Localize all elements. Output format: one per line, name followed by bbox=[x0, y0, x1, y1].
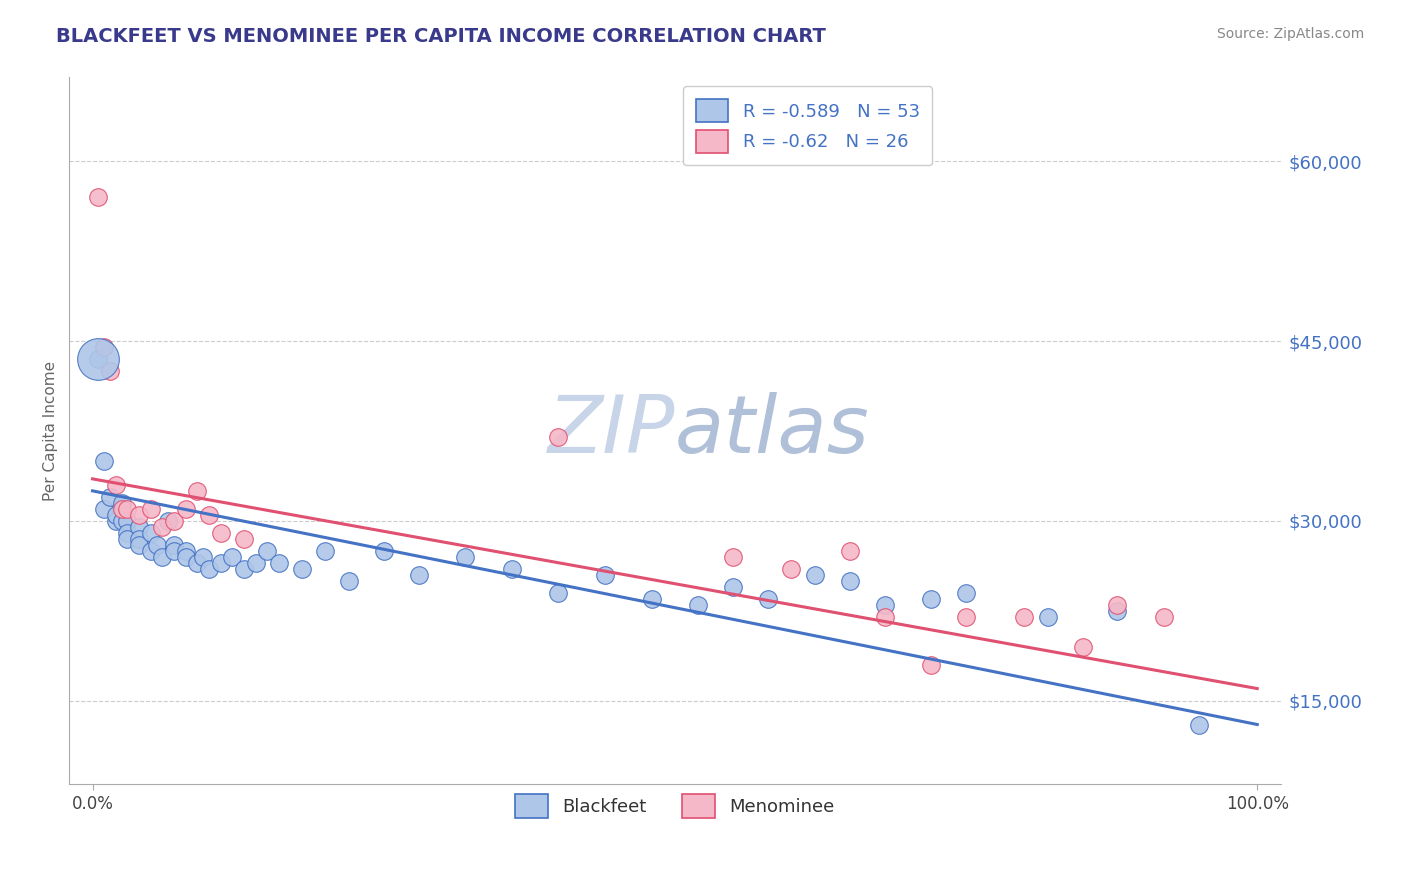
Text: Source: ZipAtlas.com: Source: ZipAtlas.com bbox=[1216, 27, 1364, 41]
Point bbox=[163, 543, 186, 558]
Point bbox=[157, 514, 180, 528]
Point bbox=[337, 574, 360, 588]
Point bbox=[198, 562, 221, 576]
Point bbox=[186, 483, 208, 498]
Text: atlas: atlas bbox=[675, 392, 870, 470]
Point bbox=[128, 538, 150, 552]
Point bbox=[721, 580, 744, 594]
Point bbox=[174, 543, 197, 558]
Point bbox=[111, 514, 134, 528]
Point bbox=[314, 543, 336, 558]
Point bbox=[198, 508, 221, 522]
Point bbox=[193, 549, 215, 564]
Point bbox=[152, 520, 174, 534]
Point bbox=[139, 525, 162, 540]
Point bbox=[547, 585, 569, 599]
Point bbox=[955, 585, 977, 599]
Point bbox=[267, 556, 290, 570]
Point bbox=[104, 508, 127, 522]
Point bbox=[408, 567, 430, 582]
Point bbox=[93, 501, 115, 516]
Point bbox=[920, 657, 942, 672]
Point bbox=[87, 352, 110, 367]
Point bbox=[209, 556, 232, 570]
Point bbox=[104, 478, 127, 492]
Point bbox=[780, 562, 803, 576]
Point bbox=[454, 549, 477, 564]
Point bbox=[93, 454, 115, 468]
Point bbox=[803, 567, 825, 582]
Point bbox=[221, 549, 243, 564]
Text: BLACKFEET VS MENOMINEE PER CAPITA INCOME CORRELATION CHART: BLACKFEET VS MENOMINEE PER CAPITA INCOME… bbox=[56, 27, 827, 45]
Legend: Blackfeet, Menominee: Blackfeet, Menominee bbox=[508, 788, 842, 825]
Point bbox=[104, 514, 127, 528]
Point bbox=[111, 501, 134, 516]
Point bbox=[756, 591, 779, 606]
Point bbox=[117, 514, 139, 528]
Point bbox=[1036, 609, 1059, 624]
Point bbox=[117, 501, 139, 516]
Point bbox=[139, 501, 162, 516]
Point bbox=[87, 190, 110, 204]
Point bbox=[920, 591, 942, 606]
Point bbox=[93, 340, 115, 354]
Point bbox=[1188, 717, 1211, 731]
Point bbox=[1153, 609, 1175, 624]
Point bbox=[117, 525, 139, 540]
Point bbox=[98, 364, 121, 378]
Point bbox=[232, 532, 254, 546]
Point bbox=[1107, 598, 1129, 612]
Point bbox=[501, 562, 523, 576]
Point bbox=[640, 591, 662, 606]
Point bbox=[128, 520, 150, 534]
Point bbox=[721, 549, 744, 564]
Point bbox=[873, 598, 896, 612]
Point bbox=[111, 496, 134, 510]
Point bbox=[209, 525, 232, 540]
Point bbox=[174, 501, 197, 516]
Point bbox=[838, 543, 860, 558]
Point bbox=[373, 543, 395, 558]
Point bbox=[87, 352, 110, 367]
Text: ZIP: ZIP bbox=[547, 392, 675, 470]
Point bbox=[128, 532, 150, 546]
Point bbox=[955, 609, 977, 624]
Point bbox=[547, 430, 569, 444]
Point bbox=[139, 543, 162, 558]
Point bbox=[186, 556, 208, 570]
Point bbox=[1107, 604, 1129, 618]
Point bbox=[145, 538, 167, 552]
Point bbox=[163, 514, 186, 528]
Point bbox=[688, 598, 710, 612]
Point bbox=[1071, 640, 1094, 654]
Point bbox=[152, 549, 174, 564]
Point bbox=[245, 556, 267, 570]
Point bbox=[593, 567, 616, 582]
Point bbox=[163, 538, 186, 552]
Point bbox=[256, 543, 278, 558]
Point bbox=[174, 549, 197, 564]
Point bbox=[128, 508, 150, 522]
Point bbox=[98, 490, 121, 504]
Y-axis label: Per Capita Income: Per Capita Income bbox=[44, 361, 58, 501]
Point bbox=[232, 562, 254, 576]
Point bbox=[873, 609, 896, 624]
Point bbox=[1014, 609, 1036, 624]
Point bbox=[291, 562, 314, 576]
Point bbox=[117, 532, 139, 546]
Point bbox=[838, 574, 860, 588]
